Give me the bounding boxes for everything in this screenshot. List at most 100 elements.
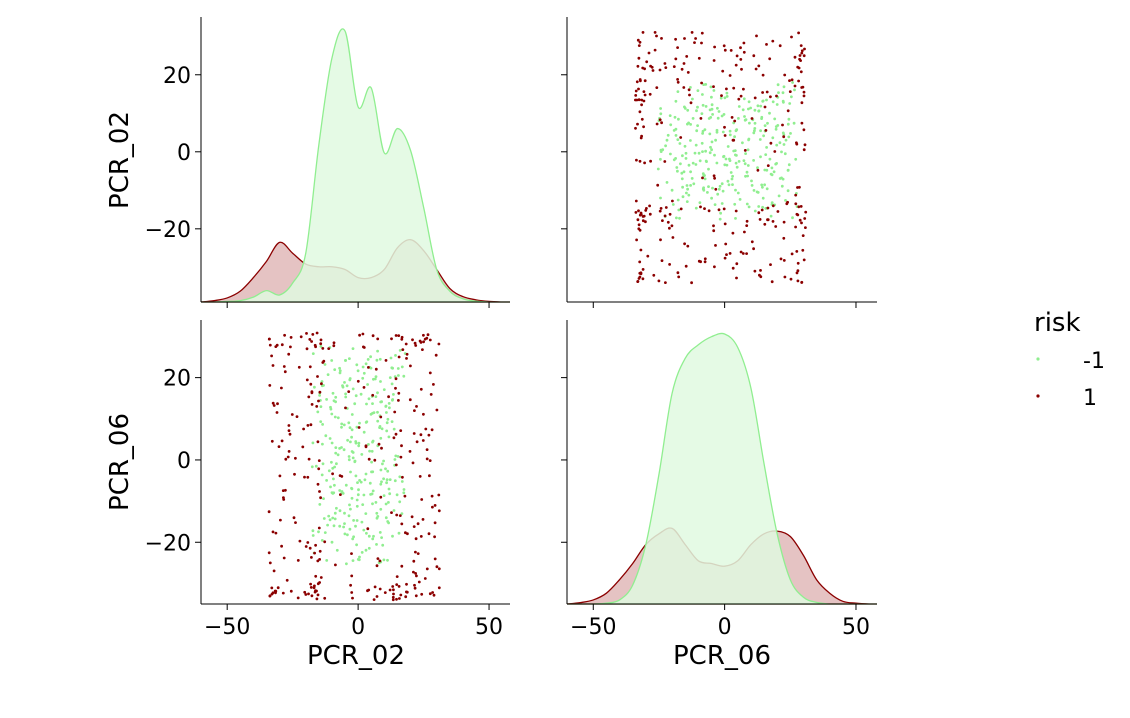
scatter-point-risk-1 bbox=[316, 482, 320, 486]
scatter-point-risk--1 bbox=[370, 492, 374, 496]
scatter-point-risk-1 bbox=[643, 161, 646, 165]
scatter-point-risk--1 bbox=[691, 117, 695, 120]
scatter-point-risk-1 bbox=[752, 247, 755, 251]
scatter-point-risk-1 bbox=[400, 337, 404, 341]
scatter-point-risk--1 bbox=[364, 548, 368, 552]
scatter-point-risk-1 bbox=[714, 244, 717, 247]
scatter-point-risk--1 bbox=[361, 503, 365, 506]
scatter-point-risk--1 bbox=[695, 109, 698, 113]
scatter-point-risk--1 bbox=[392, 393, 395, 396]
scatter-point-risk--1 bbox=[316, 410, 320, 414]
scatter-point-risk-1 bbox=[766, 164, 770, 168]
scatter-point-risk--1 bbox=[338, 489, 342, 492]
scatter-point-risk--1 bbox=[656, 167, 660, 171]
scatter-point-risk--1 bbox=[335, 548, 339, 552]
scatter-point-risk-1 bbox=[686, 71, 690, 74]
scatter-point-risk-1 bbox=[750, 117, 754, 120]
scatter-point-risk-1 bbox=[639, 211, 643, 215]
scatter-point-risk-1 bbox=[371, 334, 375, 338]
scatter-point-risk--1 bbox=[350, 496, 354, 500]
scatter-point-risk--1 bbox=[397, 531, 401, 535]
scatter-point-risk--1 bbox=[728, 133, 732, 137]
scatter-point-risk-1 bbox=[640, 117, 644, 121]
scatter-point-risk-1 bbox=[278, 474, 282, 478]
scatter-point-risk-1 bbox=[761, 73, 765, 77]
scatter-point-risk--1 bbox=[345, 384, 349, 388]
scatter-point-risk--1 bbox=[784, 199, 787, 202]
scatter-point-risk-1 bbox=[729, 49, 733, 52]
scatter-point-risk-1 bbox=[287, 429, 291, 432]
x-tick-label: −50 bbox=[204, 615, 250, 640]
scatter-point-risk-1 bbox=[788, 90, 792, 93]
scatter-point-risk--1 bbox=[701, 132, 704, 135]
scatter-point-risk-1 bbox=[636, 122, 639, 126]
scatter-point-risk--1 bbox=[784, 138, 788, 142]
scatter-point-risk-1 bbox=[660, 259, 664, 262]
scatter-point-risk-1 bbox=[803, 143, 807, 147]
scatter-point-risk--1 bbox=[320, 539, 324, 542]
scatter-point-risk--1 bbox=[782, 100, 785, 104]
scatter-point-risk-1 bbox=[672, 65, 676, 68]
scatter-point-risk--1 bbox=[328, 518, 332, 522]
scatter-point-risk-1 bbox=[408, 450, 412, 453]
scatter-point-risk--1 bbox=[707, 185, 710, 189]
scatter-point-risk--1 bbox=[342, 423, 346, 427]
scatter-point-risk--1 bbox=[322, 517, 326, 520]
scatter-point-risk--1 bbox=[362, 430, 366, 434]
scatter-point-risk--1 bbox=[707, 117, 711, 120]
scatter-point-risk-1 bbox=[303, 590, 307, 594]
scatter-point-risk--1 bbox=[351, 347, 355, 350]
scatter-point-risk--1 bbox=[686, 187, 689, 191]
y-axis-label-row-1: PCR_06 bbox=[105, 413, 135, 511]
scatter-point-risk--1 bbox=[338, 366, 341, 370]
scatter-point-risk--1 bbox=[394, 354, 397, 357]
scatter-point-risk-1 bbox=[789, 277, 793, 281]
scatter-point-risk--1 bbox=[334, 446, 338, 449]
scatter-point-risk-1 bbox=[764, 129, 768, 132]
scatter-point-risk-1 bbox=[676, 78, 679, 81]
scatter-point-risk-1 bbox=[742, 50, 746, 54]
scatter-point-risk--1 bbox=[700, 141, 704, 145]
scatter-point-risk-1 bbox=[658, 209, 662, 213]
scatter-point-risk--1 bbox=[790, 95, 793, 99]
scatter-point-risk--1 bbox=[369, 355, 372, 359]
scatter-point-risk--1 bbox=[334, 400, 337, 404]
scatter-point-risk--1 bbox=[382, 459, 385, 463]
scatter-point-risk-1 bbox=[636, 280, 640, 283]
scatter-point-risk-1 bbox=[405, 352, 409, 356]
scatter-point-risk-1 bbox=[410, 515, 414, 519]
scatter-point-risk-1 bbox=[390, 337, 393, 341]
scatter-point-risk--1 bbox=[325, 559, 329, 562]
scatter-point-risk--1 bbox=[384, 404, 388, 408]
scatter-point-risk--1 bbox=[345, 562, 348, 566]
scatter-point-risk-1 bbox=[304, 545, 308, 548]
scatter-point-risk--1 bbox=[349, 507, 352, 511]
scatter-point-risk-1 bbox=[657, 279, 661, 283]
scatter-point-risk--1 bbox=[321, 462, 325, 466]
scatter-point-risk-1 bbox=[408, 398, 412, 402]
scatter-point-risk-1 bbox=[739, 58, 743, 61]
scatter-point-risk-1 bbox=[340, 475, 344, 478]
scatter-point-risk-1 bbox=[421, 439, 425, 442]
scatter-point-risk-1 bbox=[395, 583, 399, 586]
scatter-point-risk--1 bbox=[713, 153, 716, 157]
scatter-point-risk--1 bbox=[340, 446, 343, 449]
scatter-point-risk-1 bbox=[796, 261, 800, 265]
scatter-point-risk-1 bbox=[276, 402, 279, 406]
scatter-point-risk-1 bbox=[426, 333, 430, 337]
scatter-point-risk--1 bbox=[356, 481, 359, 484]
scatter-point-risk-1 bbox=[803, 47, 806, 51]
scatter-point-risk--1 bbox=[338, 369, 342, 373]
scatter-point-risk--1 bbox=[364, 472, 368, 476]
scatter-point-risk-1 bbox=[373, 585, 377, 589]
scatter-point-risk-1 bbox=[723, 48, 727, 52]
scatter-point-risk--1 bbox=[725, 95, 729, 98]
scatter-point-risk-1 bbox=[699, 205, 702, 209]
scatter-point-risk--1 bbox=[723, 163, 727, 167]
scatter-point-risk--1 bbox=[378, 357, 382, 361]
scatter-point-risk--1 bbox=[696, 89, 700, 92]
scatter-point-risk--1 bbox=[344, 359, 347, 362]
scatter-point-risk-1 bbox=[271, 401, 275, 405]
scatter-point-risk-1 bbox=[634, 211, 638, 214]
scatter-point-risk-1 bbox=[768, 57, 772, 61]
